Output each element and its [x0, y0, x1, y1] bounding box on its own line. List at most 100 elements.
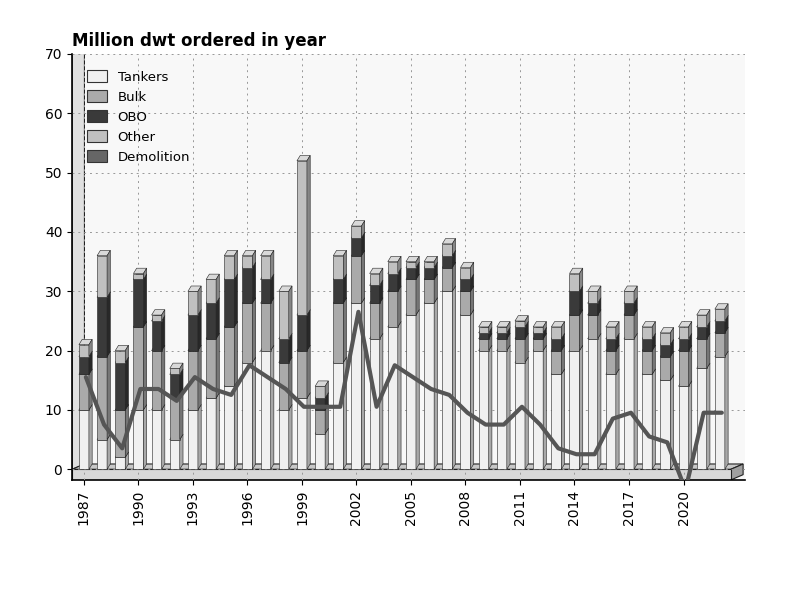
Polygon shape	[507, 328, 510, 339]
Polygon shape	[369, 268, 383, 274]
Polygon shape	[243, 357, 256, 362]
Polygon shape	[533, 339, 543, 350]
Polygon shape	[652, 322, 655, 339]
Polygon shape	[89, 369, 92, 410]
Polygon shape	[297, 393, 310, 398]
Polygon shape	[97, 356, 107, 440]
Polygon shape	[115, 346, 128, 350]
Polygon shape	[706, 363, 710, 469]
Polygon shape	[551, 339, 562, 350]
Polygon shape	[652, 346, 655, 374]
Polygon shape	[461, 292, 470, 315]
Polygon shape	[315, 404, 328, 410]
Polygon shape	[624, 310, 638, 315]
Polygon shape	[533, 346, 546, 350]
Polygon shape	[533, 350, 543, 469]
Polygon shape	[678, 381, 692, 386]
Polygon shape	[234, 250, 238, 280]
Polygon shape	[624, 298, 638, 303]
Polygon shape	[515, 334, 528, 339]
Polygon shape	[470, 286, 473, 315]
Polygon shape	[570, 350, 579, 469]
Polygon shape	[72, 469, 731, 480]
Polygon shape	[224, 327, 234, 386]
Polygon shape	[388, 256, 401, 262]
Polygon shape	[206, 334, 219, 339]
Polygon shape	[115, 404, 128, 410]
Polygon shape	[588, 303, 598, 315]
Polygon shape	[162, 310, 165, 321]
Polygon shape	[198, 310, 201, 350]
Polygon shape	[352, 221, 364, 226]
Polygon shape	[151, 346, 165, 350]
Polygon shape	[206, 393, 219, 398]
Polygon shape	[714, 309, 725, 321]
Polygon shape	[188, 350, 198, 410]
Polygon shape	[642, 327, 652, 339]
Polygon shape	[234, 274, 238, 327]
Polygon shape	[689, 381, 692, 469]
Polygon shape	[151, 350, 162, 410]
Polygon shape	[588, 315, 598, 339]
Polygon shape	[333, 303, 344, 362]
Polygon shape	[115, 457, 125, 469]
Polygon shape	[279, 339, 289, 362]
Polygon shape	[479, 350, 489, 469]
Polygon shape	[570, 315, 579, 350]
Polygon shape	[315, 410, 325, 434]
Polygon shape	[198, 346, 201, 410]
Polygon shape	[260, 346, 274, 350]
Polygon shape	[380, 298, 383, 339]
Polygon shape	[579, 268, 583, 292]
Polygon shape	[470, 274, 473, 292]
Polygon shape	[598, 310, 601, 339]
Polygon shape	[425, 268, 434, 280]
Polygon shape	[579, 310, 583, 350]
Polygon shape	[731, 464, 743, 480]
Polygon shape	[598, 298, 601, 315]
Polygon shape	[714, 316, 728, 321]
Polygon shape	[224, 256, 234, 280]
Polygon shape	[216, 274, 219, 303]
Polygon shape	[453, 239, 456, 256]
Polygon shape	[461, 274, 473, 280]
Polygon shape	[497, 333, 507, 339]
Polygon shape	[315, 398, 325, 410]
Polygon shape	[406, 315, 416, 469]
Polygon shape	[461, 286, 473, 292]
Polygon shape	[425, 303, 434, 469]
Polygon shape	[670, 375, 674, 469]
Polygon shape	[660, 345, 670, 356]
Polygon shape	[325, 393, 328, 410]
Polygon shape	[198, 404, 201, 469]
Polygon shape	[352, 303, 361, 469]
Polygon shape	[570, 268, 583, 274]
Text: Million dwt ordered in year: Million dwt ordered in year	[72, 32, 326, 50]
Polygon shape	[369, 298, 383, 303]
Polygon shape	[562, 369, 565, 469]
Polygon shape	[170, 369, 183, 374]
Polygon shape	[289, 334, 292, 362]
Polygon shape	[333, 357, 347, 362]
Polygon shape	[162, 404, 165, 469]
Polygon shape	[388, 286, 401, 292]
Polygon shape	[442, 239, 456, 244]
Polygon shape	[188, 404, 201, 410]
Polygon shape	[624, 339, 634, 469]
Polygon shape	[398, 322, 401, 469]
Polygon shape	[551, 374, 562, 469]
Polygon shape	[206, 303, 216, 339]
Polygon shape	[507, 334, 510, 350]
Polygon shape	[260, 274, 274, 280]
Polygon shape	[634, 286, 638, 303]
Polygon shape	[206, 298, 219, 303]
Polygon shape	[697, 339, 706, 368]
Polygon shape	[297, 310, 310, 315]
Polygon shape	[588, 334, 601, 339]
Polygon shape	[344, 274, 347, 303]
Polygon shape	[416, 256, 419, 268]
Polygon shape	[352, 226, 361, 238]
Polygon shape	[398, 286, 401, 327]
Polygon shape	[570, 292, 579, 315]
Polygon shape	[497, 346, 510, 350]
